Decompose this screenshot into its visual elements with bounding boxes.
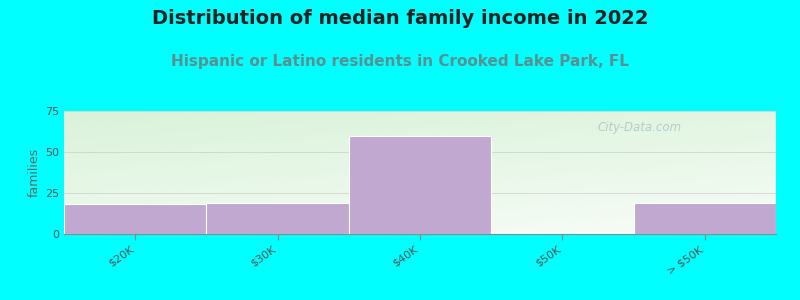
Bar — [349, 136, 491, 234]
Text: Hispanic or Latino residents in Crooked Lake Park, FL: Hispanic or Latino residents in Crooked … — [171, 54, 629, 69]
Text: City-Data.com: City-Data.com — [598, 121, 682, 134]
Bar — [64, 205, 206, 234]
Text: Distribution of median family income in 2022: Distribution of median family income in … — [152, 9, 648, 28]
Bar — [634, 203, 776, 234]
Bar — [206, 203, 349, 234]
Y-axis label: families: families — [28, 148, 41, 197]
